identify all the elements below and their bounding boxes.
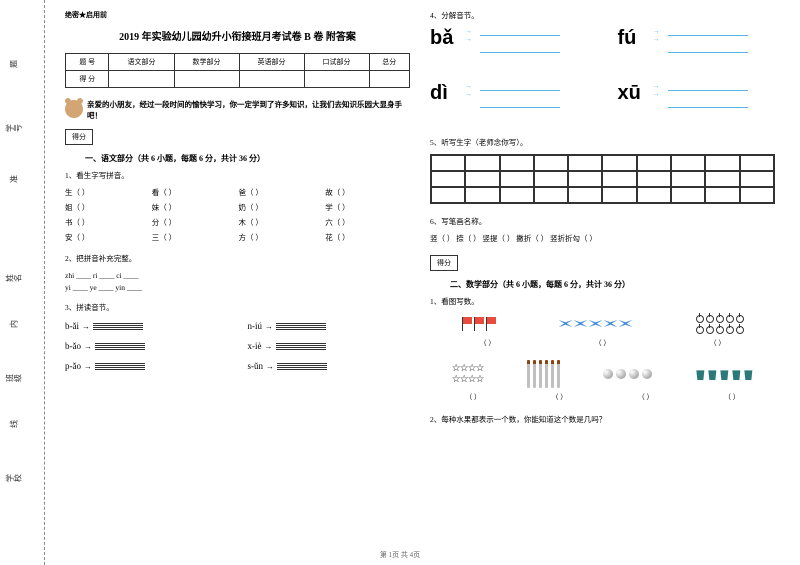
binding-margin: 题 学号 准 姓名 内 班级 线 学校 [0,0,45,565]
side-label: 内 [10,319,18,330]
table-row: 得 分 [66,71,410,88]
exam-title: 2019 年实验幼儿园幼升小衔接班月考试卷 B 卷 附答案 [65,28,410,43]
question-title: 2、把拼音补充完整。 [65,253,410,264]
score-box: 得分 [430,255,458,271]
side-label: 学号 [6,123,22,134]
side-label: 线 [10,419,18,430]
table-row: 题 号 语文部分 数学部分 英语部分 口试部分 总分 [66,54,410,71]
right-column: 4、分解音节。 bǎ →→ fú →→ dì →→ xū [420,10,785,560]
buckets-icon [695,368,753,380]
main-content: 绝密★启用前 2019 年实验幼儿园幼升小衔接班月考试卷 B 卷 附答案 题 号… [45,0,800,565]
side-label: 姓名 [6,273,22,284]
pinyin-pair[interactable]: x-iè→ [248,341,411,351]
pinyin-pairs: b-ǎi→ n-iú→ b-ǎo→ x-iè→ p-ǎo→ s-ǔn→ [65,321,410,371]
question-title: 1、看生字写拼音。 [65,170,410,181]
intro-text: 亲爱的小朋友，经过一段时间的愉快学习，你一定学到了许多知识，让我们去知识乐园大显… [87,100,410,121]
side-label: 学校 [6,473,22,484]
butterflies-icon [559,318,633,330]
confidential-tag: 绝密★启用前 [65,10,410,20]
answer-parens[interactable]: （ ） （ ） （ ） （ ） [430,392,775,402]
count-images-row2: ☆☆☆☆ ☆☆☆☆ [430,360,775,388]
page-footer: 第 1页 共 4页 [380,550,420,560]
sticks-icon [527,360,560,388]
bear-icon [65,100,83,118]
score-box: 得分 [65,129,93,145]
count-images-row1 [430,313,775,334]
question-title: 5、听写生字（老师念你写）。 [430,137,775,148]
section-title: 二、数学部分（共 6 小题，每题 6 分，共计 36 分） [450,279,775,290]
decompose-grid: bǎ →→ fú →→ dì →→ xū →→ [430,27,775,122]
decomp-item[interactable]: xū →→ [618,82,776,122]
section-title: 一、语文部分（共 6 小题，每题 6 分，共计 36 分） [85,153,410,164]
pinyin-pair[interactable]: b-ǎi→ [65,321,228,331]
decomp-item[interactable]: dì →→ [430,82,588,122]
intro-block: 亲爱的小朋友，经过一段时间的愉快学习，你一定学到了许多知识，让我们去知识乐园大显… [65,100,410,121]
decomp-item[interactable]: fú →→ [618,27,776,67]
character-grid: 生（ ） 看（ ） 爸（ ） 故（ ） 姐（ ） 妹（ ） 奶（ ） 学（ ） … [65,187,410,243]
writing-grid[interactable] [430,154,775,204]
answer-parens[interactable]: （ ） （ ） （ ） [430,338,775,348]
side-label: 准 [10,174,18,185]
pinyin-pair[interactable]: p-ǎo→ [65,361,228,371]
pinyin-fill[interactable]: zhi ____ ri ____ ci ____ yi ____ ye ____… [65,270,410,294]
stars-icon: ☆☆☆☆ ☆☆☆☆ [452,363,484,385]
pinyin-pair[interactable]: n-iú→ [248,321,411,331]
pinyin-pair[interactable]: s-ǔn→ [248,361,411,371]
question-title: 1、看图写数。 [430,296,775,307]
question-title: 6、写笔画名称。 [430,216,775,227]
side-label: 班级 [6,373,22,384]
flags-icon [462,317,496,331]
question-title: 2、每种水果都表示一个数，你能知道这个数是几吗？ [430,414,775,425]
left-column: 绝密★启用前 2019 年实验幼儿园幼升小衔接班月考试卷 B 卷 附答案 题 号… [55,10,420,560]
pinyin-pair[interactable]: b-ǎo→ [65,341,228,351]
question-title: 3、拼读音节。 [65,302,410,313]
stroke-names[interactable]: 竖（ ） 捺（ ） 竖提（ ） 撇折（ ） 竖折折勾（ ） [430,233,775,245]
side-label: 题 [10,59,18,70]
decomp-item[interactable]: bǎ →→ [430,27,588,67]
question-title: 4、分解音节。 [430,10,775,21]
balls-icon [603,369,652,379]
cherries-icon [696,313,744,334]
score-table: 题 号 语文部分 数学部分 英语部分 口试部分 总分 得 分 [65,53,410,88]
